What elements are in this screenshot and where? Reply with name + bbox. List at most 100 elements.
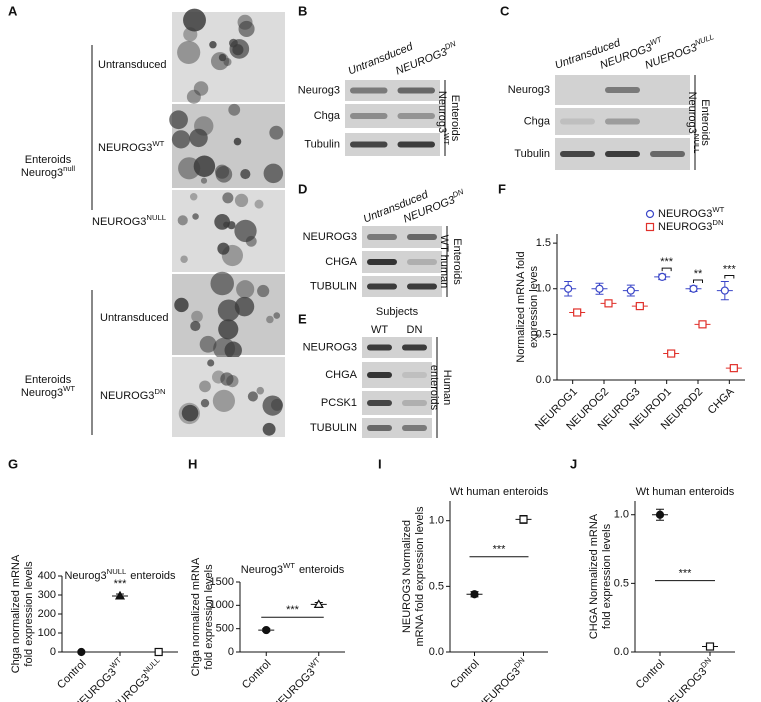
- blot-strip: [362, 418, 432, 438]
- row-label: CHGA: [325, 369, 357, 381]
- side-label: Enteroids: [699, 99, 711, 146]
- row-label: NEUROG3NULL: [92, 213, 167, 228]
- superscript: DN: [443, 39, 457, 52]
- text-part: Wt human enteroids: [450, 486, 549, 498]
- organoid: [273, 312, 281, 319]
- organoid: [229, 39, 250, 59]
- blot-band: [367, 372, 392, 378]
- panel-label: D: [298, 181, 307, 196]
- blot-strip: [345, 133, 440, 156]
- blot-strip: [362, 276, 442, 297]
- data-point: [519, 515, 528, 524]
- x-tick-label: Control: [448, 658, 482, 692]
- panel-label: I: [378, 456, 382, 471]
- row-label: TUBULIN: [310, 280, 357, 292]
- y-axis-label: NEUROG3 Normalized: [401, 520, 413, 633]
- blot-band: [407, 234, 437, 240]
- organoid: [199, 335, 217, 353]
- blot-band: [402, 425, 427, 431]
- organoid: [212, 370, 226, 384]
- organoid: [183, 8, 206, 32]
- text-part: Untransduced: [98, 59, 167, 71]
- organoid: [238, 20, 255, 37]
- data-point: [604, 299, 613, 308]
- text-part: Neurog3: [241, 564, 283, 576]
- blot-band: [560, 151, 595, 157]
- blot-band: [605, 151, 640, 157]
- row-label: Tubulin: [304, 138, 340, 150]
- text-part: Neurog3: [686, 92, 698, 134]
- row-label: Untransduced: [98, 59, 167, 71]
- y-tick-label: 1000: [210, 599, 234, 611]
- data-point: [655, 510, 665, 519]
- row-label: Chga: [524, 115, 551, 127]
- panel-label: J: [570, 456, 577, 471]
- organoid: [269, 125, 284, 140]
- organoid: [247, 391, 258, 402]
- organoid: [174, 297, 189, 313]
- x-tick-label: Control: [55, 658, 89, 692]
- text-part: Control: [240, 658, 274, 692]
- row-label: TUBULIN: [310, 422, 357, 434]
- organoid: [190, 320, 201, 332]
- panel-label: F: [498, 181, 506, 196]
- organoid: [189, 128, 208, 148]
- data-point: [313, 599, 324, 608]
- blot-band: [367, 425, 392, 431]
- data-point: [720, 286, 729, 295]
- blot-band: [350, 87, 388, 94]
- text-part: Wt human enteroids: [636, 486, 735, 498]
- significance: ***: [493, 544, 507, 556]
- group-label: Neurog3null: [21, 164, 75, 179]
- organoid: [224, 341, 242, 359]
- text-part: Neurog3: [21, 167, 63, 179]
- y-axis-label: fold expression levels: [203, 564, 215, 670]
- data-point: [658, 272, 667, 281]
- superscript: WT: [712, 205, 724, 214]
- blot-strip: [362, 251, 442, 273]
- row-label: NEUROG3DN: [100, 387, 166, 402]
- row-label: NEUROG3WT: [98, 139, 165, 154]
- organoid: [223, 57, 232, 67]
- organoid: [200, 177, 208, 184]
- y-tick-label: 1.5: [536, 237, 551, 249]
- blot-strip: [345, 104, 440, 128]
- side-label: Human: [441, 370, 453, 405]
- data-point: [595, 284, 604, 293]
- text-part: Neurog3: [21, 387, 63, 399]
- blot-strip: [555, 108, 690, 135]
- organoid: [193, 81, 209, 96]
- text-part: NEUROG3: [658, 221, 712, 233]
- superscript: DN: [154, 387, 165, 396]
- superscript: DN: [712, 218, 723, 227]
- row-label: CHGA: [325, 256, 357, 268]
- organoid: [207, 359, 215, 367]
- text-part: NEUROG3: [92, 216, 146, 228]
- text-part: NEUROG3: [271, 666, 318, 702]
- organoid: [183, 27, 198, 42]
- organoid: [186, 89, 201, 104]
- legend-label: NEUROG3WT: [658, 205, 725, 220]
- text-part: Control: [448, 658, 482, 692]
- text-part: DN: [407, 324, 423, 336]
- blot-band: [407, 259, 437, 265]
- side-label: Neurog3NULL: [686, 92, 701, 155]
- organoid: [240, 169, 251, 180]
- superscript: WT: [442, 133, 451, 145]
- row-label: Untransduced: [100, 312, 169, 324]
- y-tick-label: 0.5: [536, 328, 551, 340]
- y-tick-label: 1.0: [536, 283, 551, 295]
- text-part: WT: [371, 324, 388, 336]
- data-point: [626, 286, 635, 295]
- organoid: [210, 52, 230, 71]
- y-tick-label: 0: [228, 646, 234, 658]
- organoid: [218, 319, 239, 340]
- row-label: NEUROG3: [303, 231, 357, 243]
- significance: ***: [114, 578, 128, 590]
- side-label: Neurog3WT: [436, 91, 451, 145]
- organoid: [192, 213, 199, 220]
- blot-band: [367, 259, 397, 265]
- organoid: [226, 374, 239, 388]
